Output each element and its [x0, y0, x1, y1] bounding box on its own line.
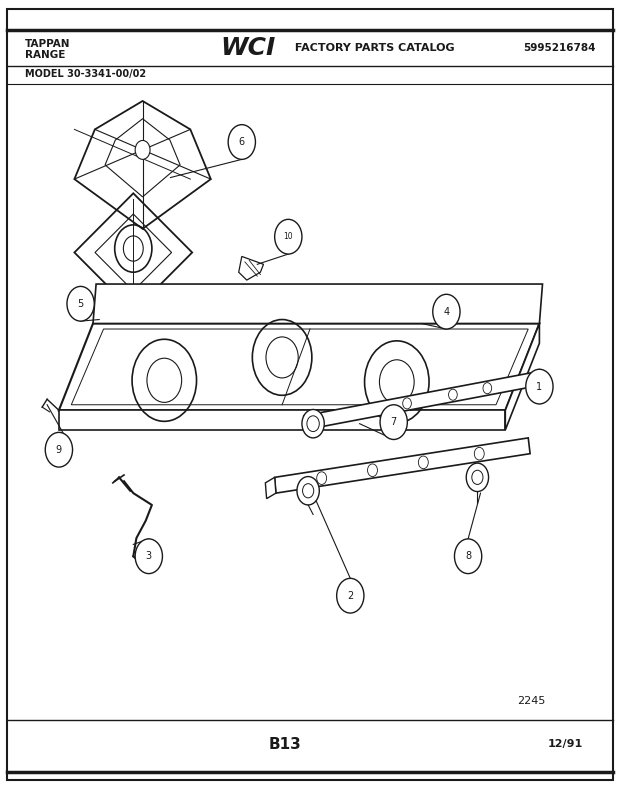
Circle shape [526, 369, 553, 404]
Text: 9: 9 [56, 445, 62, 454]
Polygon shape [59, 410, 505, 430]
Circle shape [135, 539, 162, 574]
Circle shape [337, 578, 364, 613]
Circle shape [135, 140, 150, 159]
Polygon shape [505, 323, 539, 430]
Text: FACTORY PARTS CATALOG: FACTORY PARTS CATALOG [291, 43, 455, 53]
Text: 2: 2 [347, 591, 353, 600]
Text: TAPPAN: TAPPAN [25, 39, 70, 49]
Text: 4: 4 [443, 307, 449, 316]
Text: WCI: WCI [220, 36, 275, 60]
Circle shape [275, 219, 302, 254]
Circle shape [228, 125, 255, 159]
Circle shape [302, 409, 324, 438]
Circle shape [433, 294, 460, 329]
Text: 5995216784: 5995216784 [523, 43, 595, 53]
Polygon shape [93, 284, 542, 323]
Circle shape [454, 539, 482, 574]
Polygon shape [59, 323, 539, 410]
Text: MODEL 30-3341-00/02: MODEL 30-3341-00/02 [25, 69, 146, 79]
Circle shape [297, 477, 319, 505]
Circle shape [380, 405, 407, 439]
Circle shape [45, 432, 73, 467]
Text: 2245: 2245 [517, 696, 546, 705]
Polygon shape [239, 256, 264, 280]
Polygon shape [304, 372, 533, 430]
Text: 8: 8 [465, 552, 471, 561]
Text: 7: 7 [391, 417, 397, 427]
Circle shape [466, 463, 489, 492]
Text: 12/91: 12/91 [547, 739, 583, 749]
Text: 1: 1 [536, 382, 542, 391]
Text: RANGE: RANGE [25, 50, 65, 60]
Text: B13: B13 [269, 736, 301, 752]
Text: 10: 10 [283, 232, 293, 241]
Text: 6: 6 [239, 137, 245, 147]
Polygon shape [275, 438, 530, 493]
Polygon shape [265, 477, 276, 499]
Circle shape [67, 286, 94, 321]
Text: 3: 3 [146, 552, 152, 561]
Text: 5: 5 [78, 299, 84, 308]
